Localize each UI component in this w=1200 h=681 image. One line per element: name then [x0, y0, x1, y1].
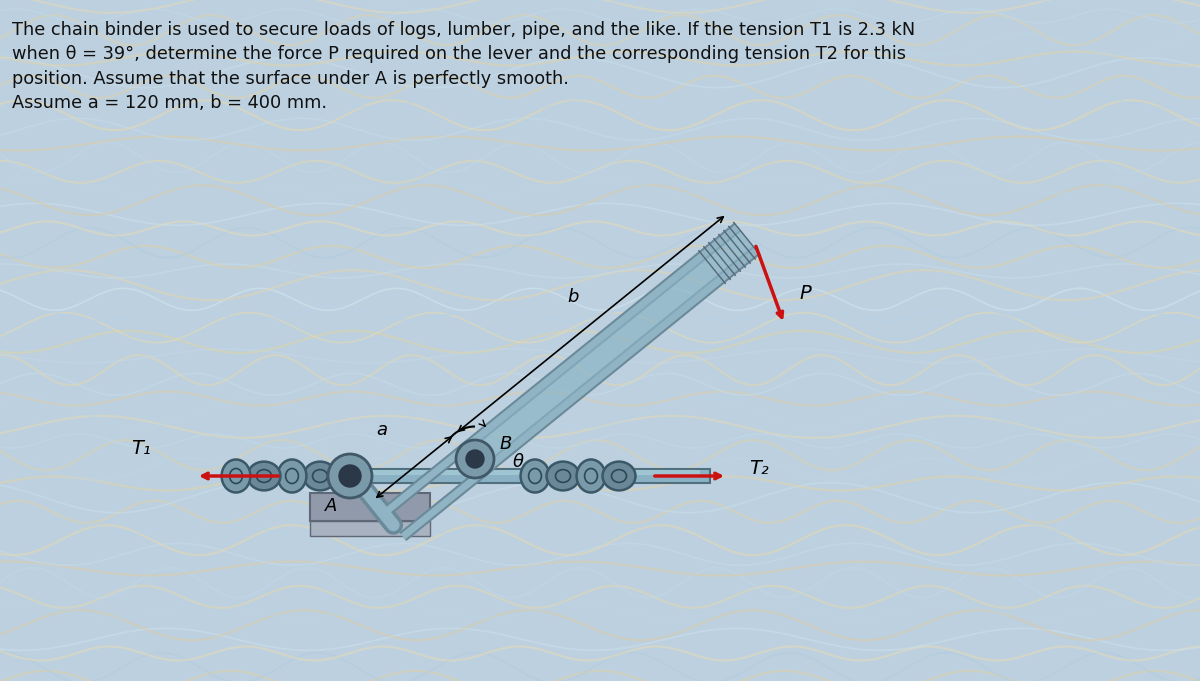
Text: A: A: [325, 497, 337, 515]
Text: B: B: [500, 435, 512, 453]
Ellipse shape: [247, 462, 281, 490]
Text: T₂: T₂: [749, 459, 769, 478]
Text: T₁: T₁: [131, 439, 151, 458]
Circle shape: [328, 454, 372, 498]
Text: θ: θ: [514, 453, 524, 471]
Ellipse shape: [602, 462, 636, 490]
Ellipse shape: [521, 460, 550, 492]
Ellipse shape: [277, 460, 306, 492]
Text: a: a: [376, 422, 386, 439]
Text: b: b: [568, 288, 578, 306]
Bar: [310, 521, 430, 536]
Circle shape: [466, 450, 484, 468]
Circle shape: [456, 440, 494, 478]
Bar: [340, 469, 710, 483]
Text: P: P: [799, 283, 811, 302]
Ellipse shape: [577, 460, 606, 492]
Ellipse shape: [546, 462, 580, 490]
Circle shape: [340, 465, 361, 487]
PathPatch shape: [466, 227, 756, 471]
Text: The chain binder is used to secure loads of logs, lumber, pipe, and the like. If: The chain binder is used to secure loads…: [12, 21, 916, 112]
Bar: [350, 470, 700, 475]
Ellipse shape: [222, 460, 251, 492]
Ellipse shape: [304, 462, 336, 490]
Bar: [310, 493, 430, 521]
